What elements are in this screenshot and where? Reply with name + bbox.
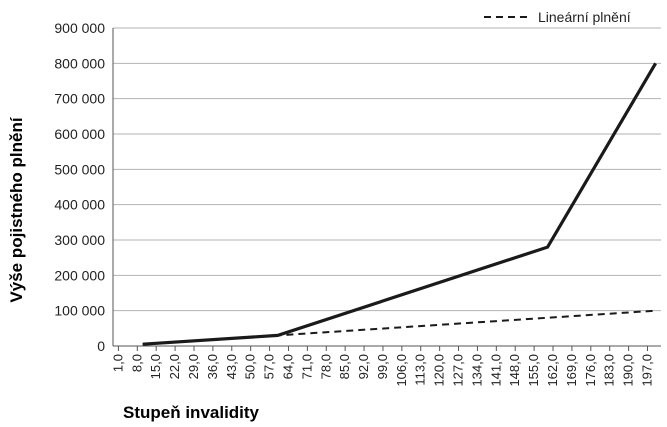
legend: Lineární plnění bbox=[484, 9, 631, 25]
legend-label: Lineární plnění bbox=[538, 9, 631, 25]
x-tick-label: 127,0 bbox=[451, 354, 466, 387]
x-tick-label: 99,0 bbox=[375, 354, 390, 379]
x-tick-label: 50,0 bbox=[243, 354, 258, 379]
x-tick-label: 8,0 bbox=[129, 354, 144, 372]
y-tick-label: 300 000 bbox=[54, 232, 105, 248]
x-tick-label: 106,0 bbox=[394, 354, 409, 387]
x-tick-label: 71,0 bbox=[299, 354, 314, 379]
y-tick-label: 900 000 bbox=[54, 20, 105, 36]
x-tick-label: 155,0 bbox=[526, 354, 541, 387]
y-tick-label: 400 000 bbox=[54, 197, 105, 213]
x-tick-label: 162,0 bbox=[545, 354, 560, 387]
x-tick-label: 176,0 bbox=[583, 354, 598, 387]
y-axis-label: Výše pojistného plnění bbox=[7, 116, 26, 302]
x-tick-label: 197,0 bbox=[640, 354, 655, 387]
x-tick-label: 43,0 bbox=[224, 354, 239, 379]
x-tick-label: 29,0 bbox=[186, 354, 201, 379]
x-tick-label: 85,0 bbox=[337, 354, 352, 379]
y-tick-label: 0 bbox=[97, 338, 105, 354]
x-tick-label: 141,0 bbox=[488, 354, 503, 387]
x-tick-label: 148,0 bbox=[507, 354, 522, 387]
y-tick-label: 600 000 bbox=[54, 126, 105, 142]
series bbox=[142, 62, 657, 346]
y-tick-label: 500 000 bbox=[54, 161, 105, 177]
x-axis-label: Stupeň invalidity bbox=[123, 403, 260, 422]
y-tick-label: 100 000 bbox=[54, 303, 105, 319]
series-line-linearni-plneni bbox=[142, 309, 656, 346]
x-tick-label: 134,0 bbox=[469, 354, 484, 387]
x-tick-label: 92,0 bbox=[356, 354, 371, 379]
x-tick-label: 64,0 bbox=[280, 354, 295, 379]
x-tick-label: 183,0 bbox=[602, 354, 617, 387]
x-tick-label: 36,0 bbox=[205, 354, 220, 379]
gridlines bbox=[113, 27, 661, 312]
x-tick-label: 1,0 bbox=[110, 354, 125, 372]
x-tick-label: 120,0 bbox=[432, 354, 447, 387]
series-line-main bbox=[142, 62, 657, 346]
x-tick-label: 15,0 bbox=[148, 354, 163, 379]
x-tick-label: 78,0 bbox=[318, 354, 333, 379]
x-tick-label: 113,0 bbox=[413, 354, 428, 386]
x-tick-label: 190,0 bbox=[621, 354, 636, 387]
x-tick-label: 169,0 bbox=[564, 354, 579, 387]
y-tick-label: 200 000 bbox=[54, 267, 105, 283]
y-tick-label: 800 000 bbox=[54, 55, 105, 71]
axes: 0 100 000 200 000 300 000 400 000 500 000 600 … bbox=[54, 20, 661, 387]
x-tick-label: 22,0 bbox=[167, 354, 182, 379]
y-tick-label: 700 000 bbox=[54, 91, 105, 107]
x-tick-label: 57,0 bbox=[262, 354, 277, 379]
